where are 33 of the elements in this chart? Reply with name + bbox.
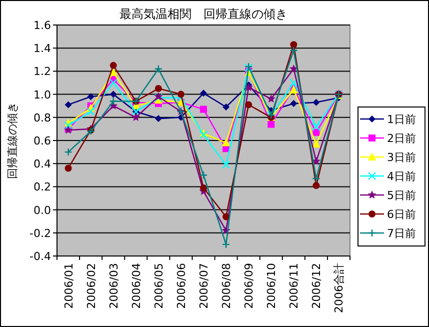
y-tick-label: -0.4: [30, 250, 51, 263]
x-tick-label: 2006/07: [198, 263, 210, 309]
legend-label: 3日前: [387, 151, 416, 164]
x-tick-label: 2006/01: [62, 263, 76, 309]
x-tick-label: 2006/10: [265, 263, 278, 309]
x-tick-label: 2006/06: [174, 263, 188, 309]
y-tick-label: 1.6: [34, 19, 51, 32]
x-tick-label: 2006/09: [242, 263, 256, 309]
x-tick-label: 2006/12: [310, 263, 324, 309]
legend-label: 2日前: [387, 132, 416, 145]
legend-label: 4日前: [387, 170, 416, 183]
y-tick-label: 0.2: [34, 180, 51, 194]
x-tick-label: 2006/11: [288, 263, 301, 309]
x-tick-label: 2006/04: [130, 263, 143, 309]
x-tick-label: 2006/02: [84, 263, 98, 309]
y-tick-label: 1.2: [34, 65, 51, 78]
chart-title: 最高気温相関 回帰直線の傾き: [120, 7, 288, 21]
x-tick-label: 2006/05: [152, 263, 166, 309]
y-tick-label: 0.8: [34, 111, 51, 124]
x-tick-label: 2006/08: [220, 263, 234, 309]
legend-label: 6日前: [387, 208, 416, 221]
x-tick-label: 2006合計: [332, 263, 346, 313]
y-tick-label: -0.2: [30, 226, 51, 240]
y-tick-label: 1.0: [34, 88, 51, 102]
legend-label: 7日前: [387, 227, 416, 240]
y-axis-title: 回帰直線の傾き: [6, 102, 19, 179]
y-tick-label: 0.6: [34, 134, 51, 148]
legend-label: 1日前: [387, 113, 416, 126]
legend-label: 5日前: [387, 189, 416, 202]
y-tick-label: 1.4: [34, 42, 51, 56]
y-tick-label: 0.0: [34, 204, 51, 217]
x-tick-label: 2006/03: [107, 263, 120, 309]
y-tick-label: 0.4: [34, 158, 51, 171]
